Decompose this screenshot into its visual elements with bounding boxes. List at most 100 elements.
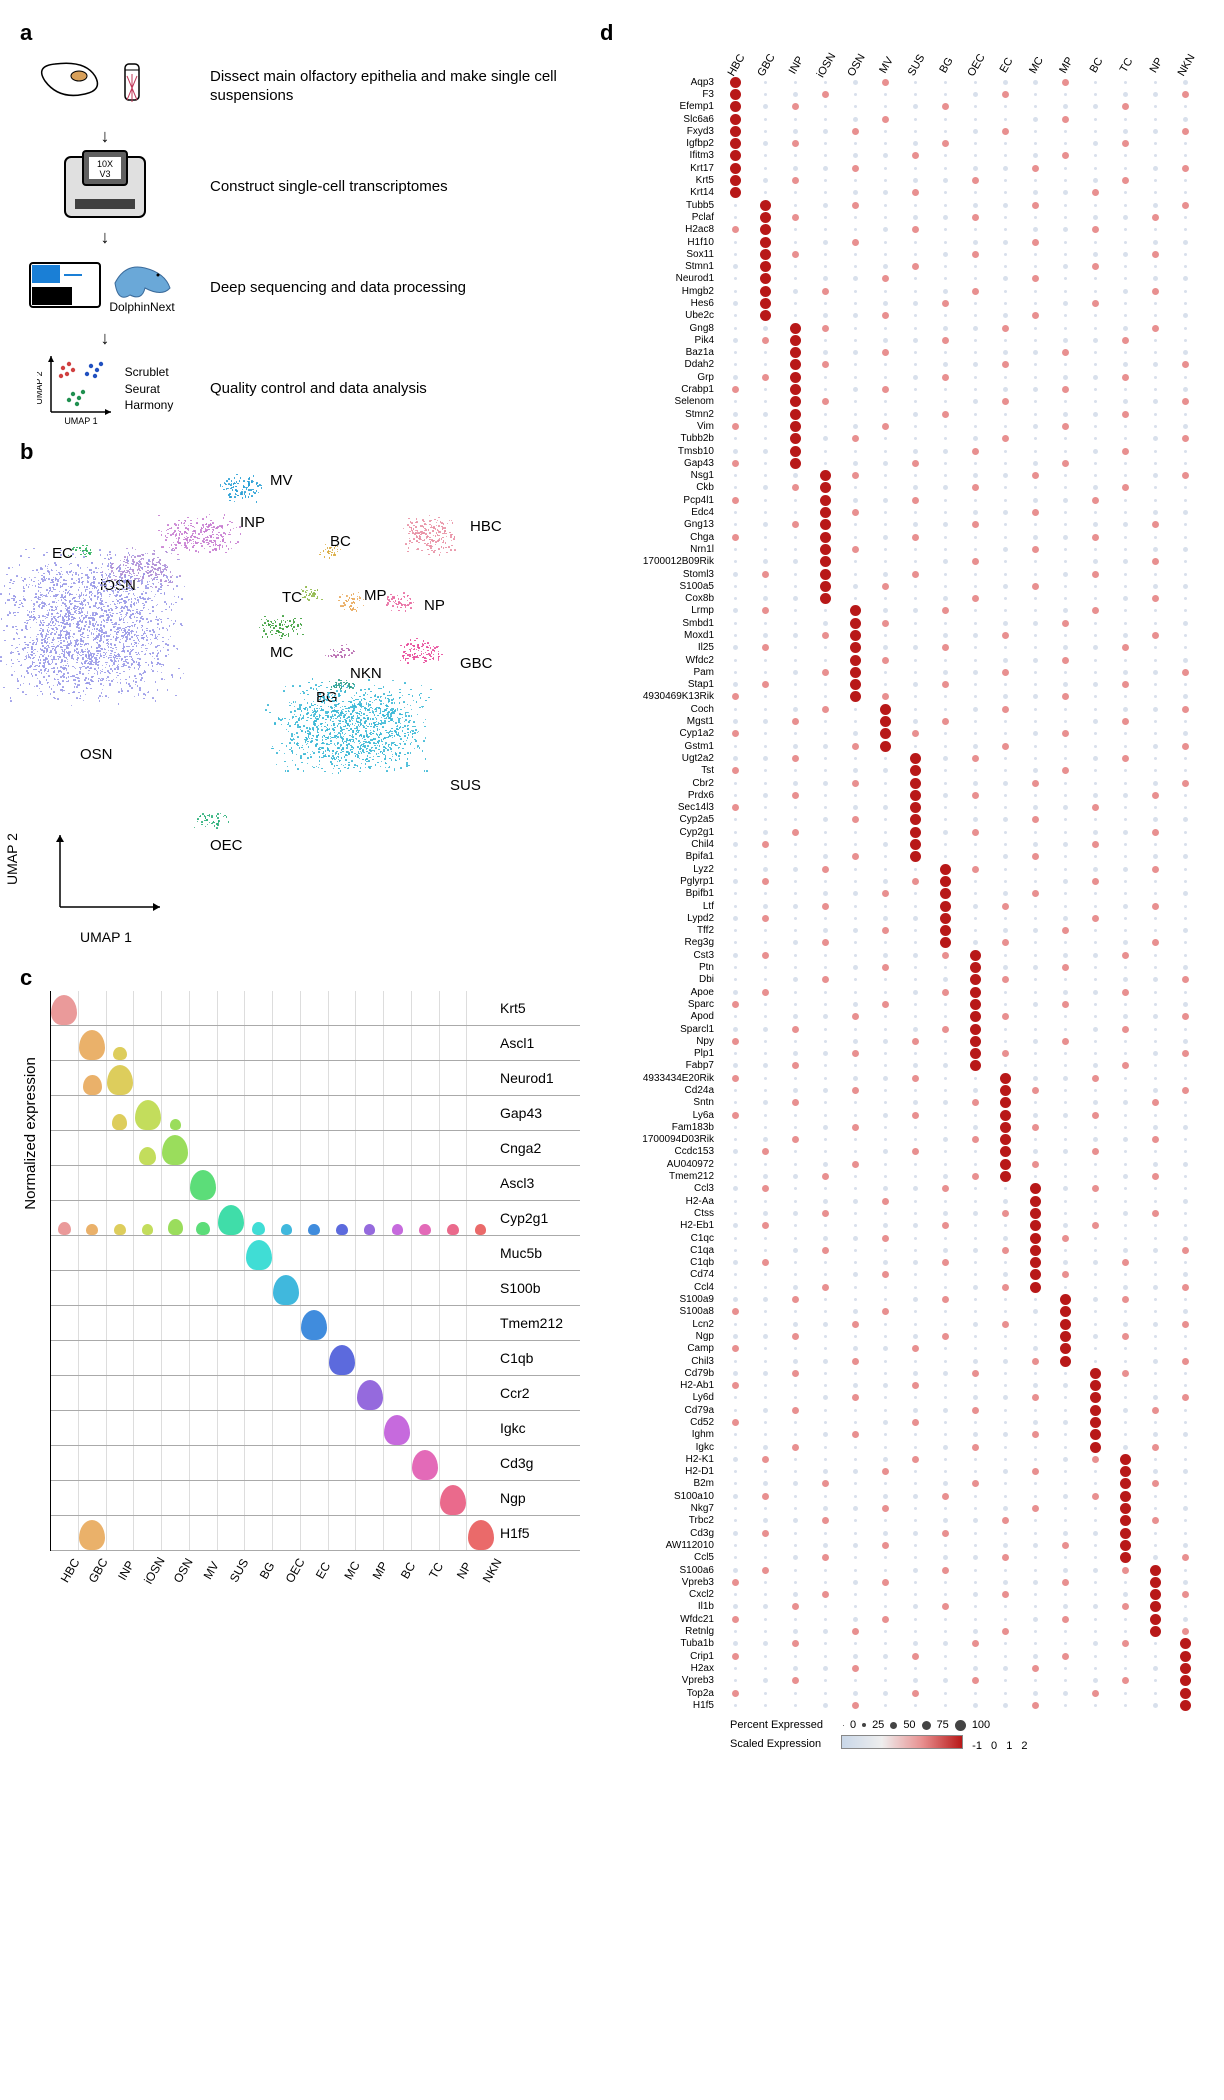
umap-point: [41, 568, 43, 570]
umap-point: [34, 577, 36, 579]
umap-point: [201, 545, 203, 547]
umap-point: [77, 644, 79, 646]
umap-point: [165, 609, 167, 611]
violin-cell: [467, 1201, 494, 1235]
umap-point: [317, 732, 319, 734]
umap-point: [88, 652, 90, 654]
umap-point: [408, 715, 410, 717]
umap-point: [289, 719, 291, 721]
umap-point: [153, 554, 155, 556]
umap-point: [28, 557, 30, 559]
umap-point: [398, 601, 400, 603]
violin-cell: [190, 1131, 218, 1165]
umap-point: [41, 684, 43, 686]
umap-point: [56, 674, 58, 676]
umap-point: [335, 682, 337, 684]
violin-cell: [134, 1026, 162, 1060]
violin-cell: [356, 1306, 384, 1340]
umap-point: [42, 693, 44, 695]
umap-point: [229, 500, 231, 502]
umap-point: [294, 710, 296, 712]
umap-point: [410, 650, 412, 652]
umap-point: [48, 675, 50, 677]
umap-point: [39, 630, 41, 632]
workflow-step: UMAP 2 UMAP 1 Scrublet Seurat Harmony Qu…: [20, 349, 580, 429]
umap-point: [38, 590, 40, 592]
umap-point: [100, 624, 102, 626]
umap-point: [110, 557, 112, 559]
umap-point: [331, 711, 333, 713]
umap-point: [387, 596, 389, 598]
umap-point: [111, 570, 113, 572]
umap-point: [340, 717, 342, 719]
umap-point: [54, 589, 56, 591]
umap-point: [43, 573, 45, 575]
umap-point: [127, 650, 129, 652]
umap-point: [245, 496, 247, 498]
umap-point: [128, 593, 130, 595]
umap-point: [231, 548, 233, 550]
umap-point: [375, 764, 377, 766]
umap-point: [148, 691, 150, 693]
umap-point: [215, 542, 217, 544]
umap-point: [147, 587, 149, 589]
umap-point: [348, 599, 350, 601]
violin-cell: [356, 1096, 384, 1130]
umap-point: [412, 695, 414, 697]
violin-cell: [245, 1341, 273, 1375]
umap-point: [43, 651, 45, 653]
violin-cell: [190, 1341, 218, 1375]
umap-point: [26, 670, 28, 672]
umap-point: [49, 686, 51, 688]
umap-point: [260, 485, 262, 487]
umap-point: [11, 666, 13, 668]
umap-point: [117, 627, 119, 629]
umap-point: [436, 525, 438, 527]
umap-point: [429, 654, 431, 656]
umap-point: [310, 754, 312, 756]
umap-point: [428, 554, 430, 556]
umap-point: [282, 628, 284, 630]
umap-point: [425, 533, 427, 535]
umap-point: [333, 724, 335, 726]
umap-point: [121, 610, 123, 612]
umap-point: [50, 596, 52, 598]
umap-point: [352, 687, 354, 689]
umap-point: [380, 700, 382, 702]
umap-point: [190, 536, 192, 538]
umap-point: [65, 589, 67, 591]
umap-point: [425, 700, 427, 702]
umap-point: [320, 710, 322, 712]
violin-cell: [329, 1166, 357, 1200]
umap-point: [164, 581, 166, 583]
umap-point: [376, 726, 378, 728]
umap-point: [85, 694, 87, 696]
umap-point: [71, 657, 73, 659]
umap-point: [79, 672, 81, 674]
umap-point: [37, 695, 39, 697]
umap-point: [108, 616, 110, 618]
cluster-label: NP: [424, 597, 445, 614]
umap-point: [308, 746, 310, 748]
umap-point: [33, 603, 35, 605]
violin-cell: [440, 1446, 468, 1480]
umap-point: [123, 665, 125, 667]
violin-cell: [245, 1166, 273, 1200]
umap-point: [338, 600, 340, 602]
umap-point: [111, 650, 113, 652]
umap-point: [425, 719, 427, 721]
umap-point: [22, 648, 24, 650]
umap-point: [172, 575, 174, 577]
umap-point: [120, 595, 122, 597]
umap-point: [141, 647, 143, 649]
umap-point: [117, 668, 119, 670]
umap-point: [119, 673, 121, 675]
umap-point: [313, 701, 315, 703]
umap-point: [300, 628, 302, 630]
umap-point: [158, 588, 160, 590]
umap-point: [358, 724, 360, 726]
umap-point: [38, 572, 40, 574]
umap-point: [65, 600, 67, 602]
umap-point: [95, 637, 97, 639]
umap-point: [99, 549, 101, 551]
